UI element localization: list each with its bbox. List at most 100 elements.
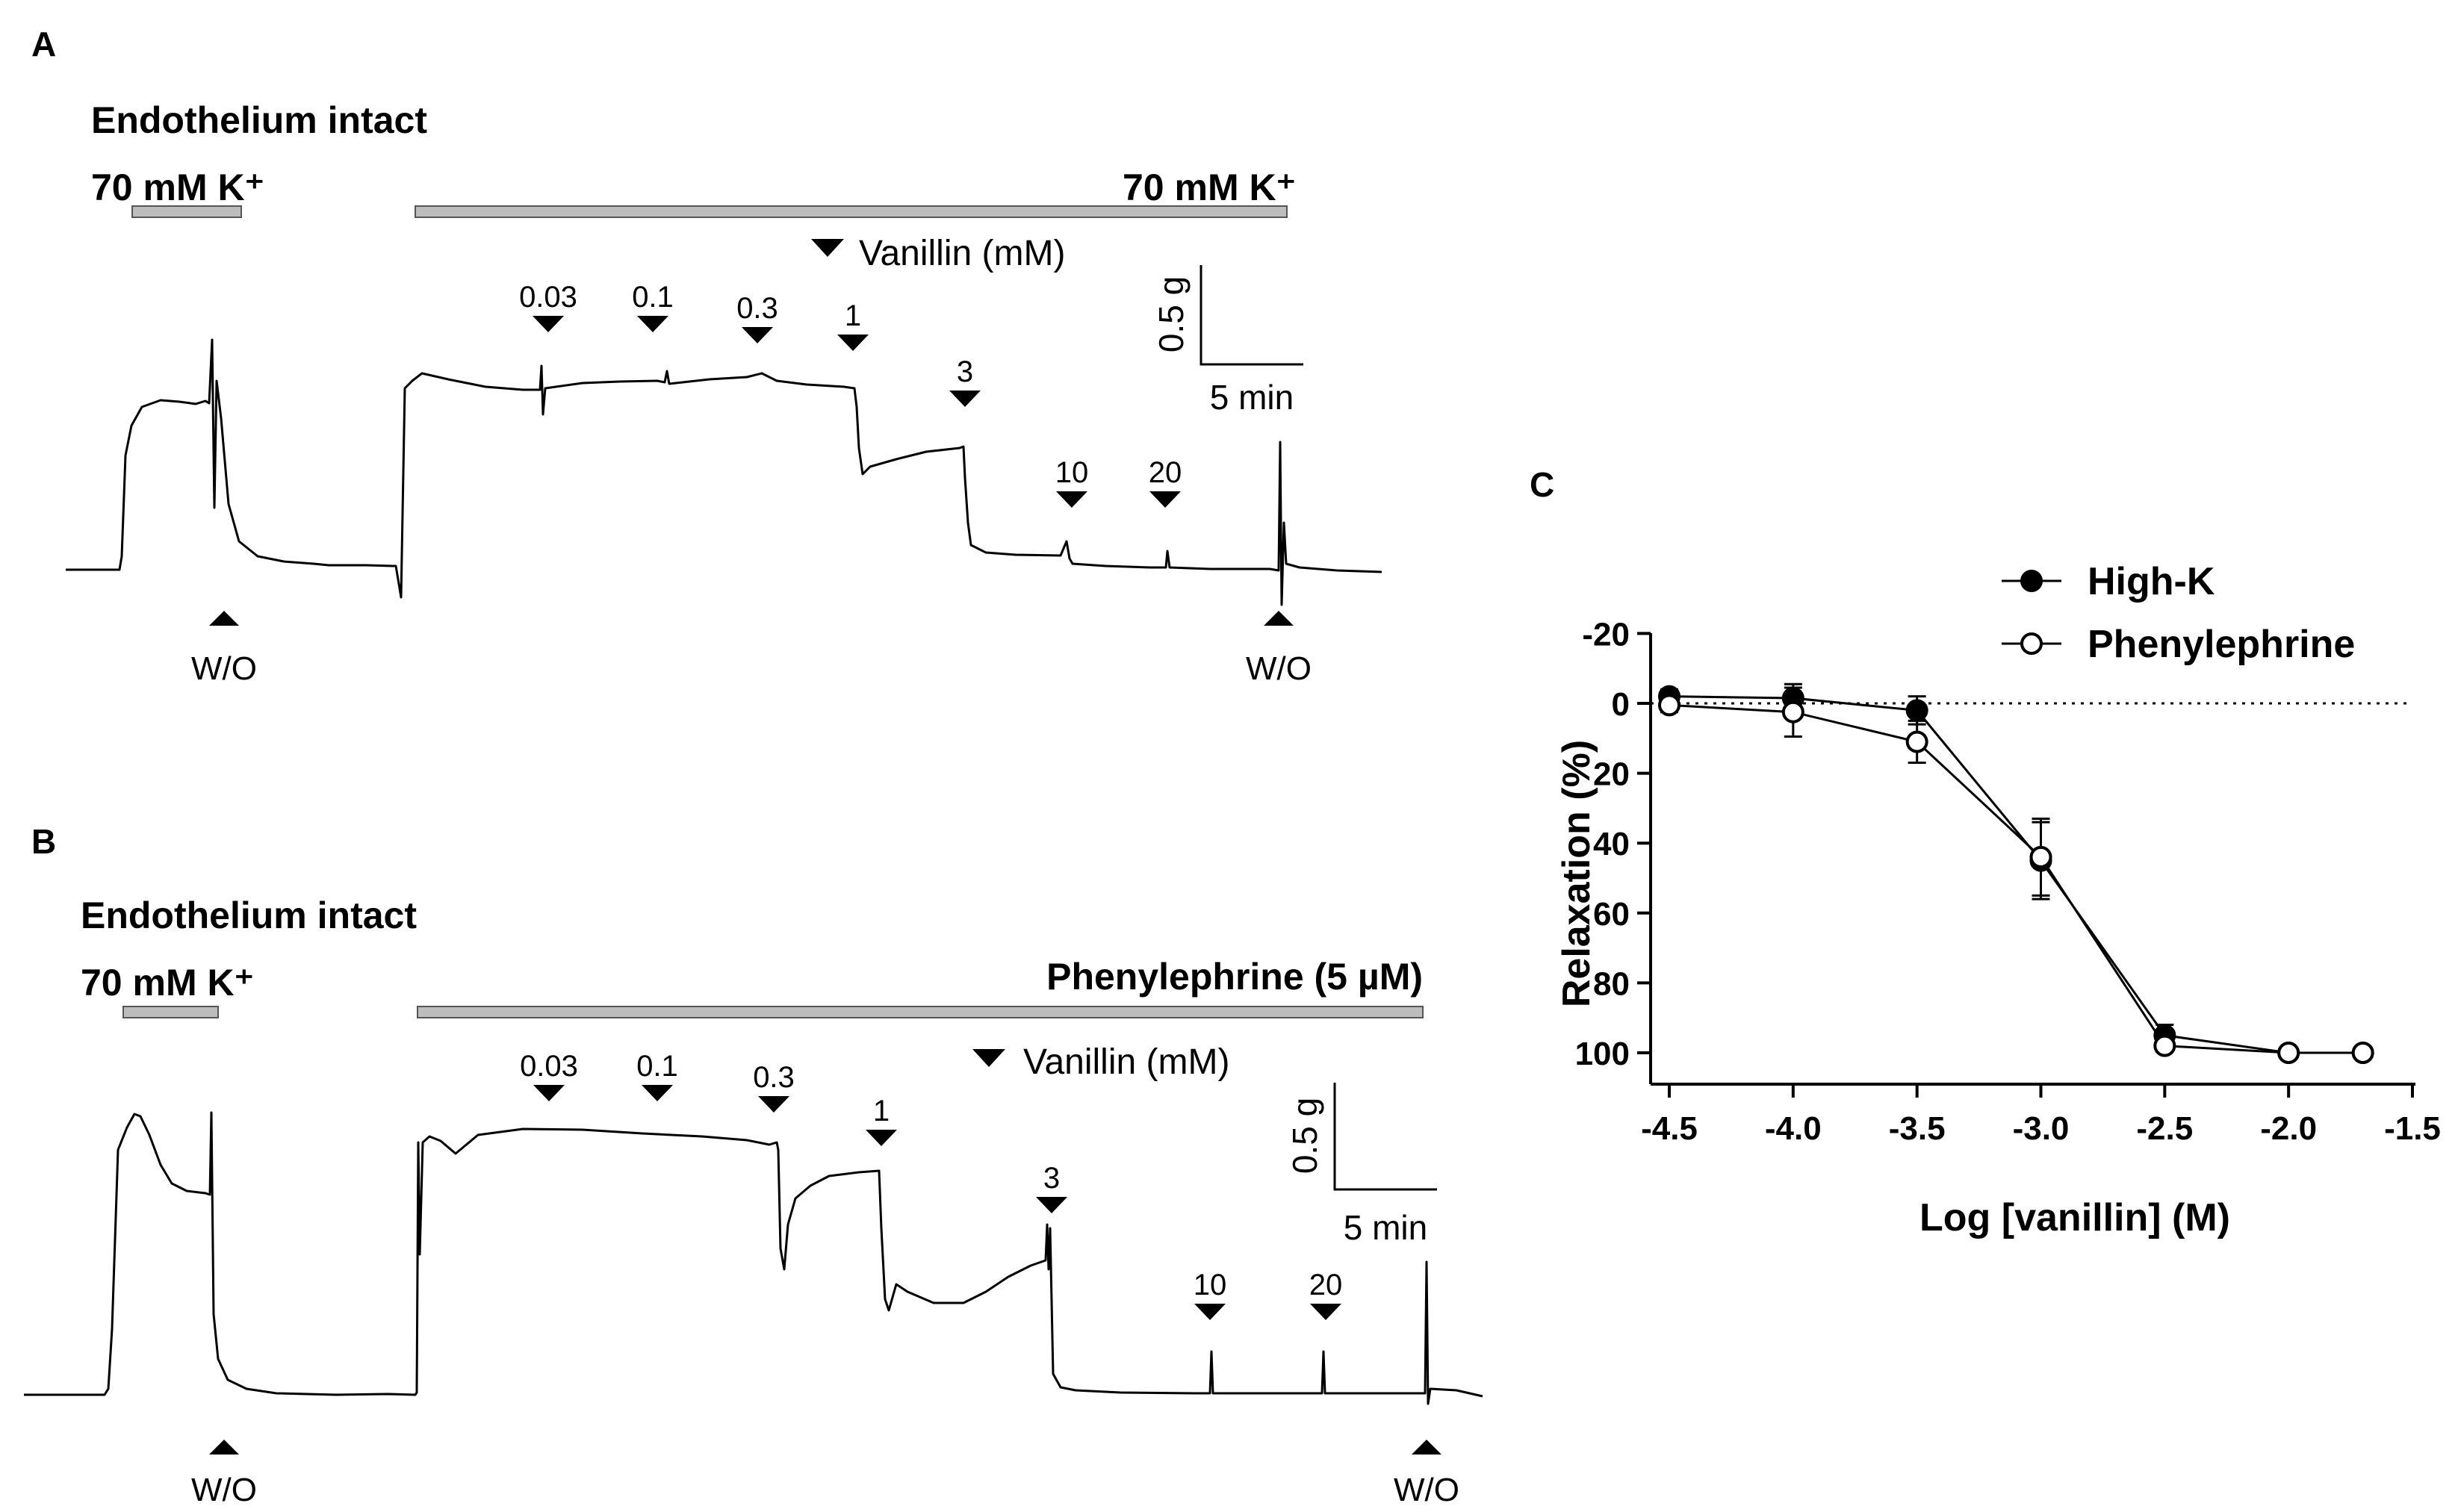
- panel-c-series-2-point-4: [2029, 845, 2052, 868]
- panel-c-series-2-point-6: [2277, 1042, 2300, 1064]
- panel-a-letter: A: [31, 25, 56, 63]
- panel-c-x-tick-label-3: -3.0: [2013, 1110, 2070, 1147]
- panel-c-series: [1658, 682, 2374, 1064]
- panel-a-dose-5-triangle-icon: [949, 391, 981, 407]
- panel-c-y-axis-label: Relaxation (%): [1555, 740, 1598, 1007]
- panel-b-first-stimulus: 70 mM K⁺: [81, 962, 254, 1004]
- panel-a-scale-bar: [1199, 265, 1303, 366]
- panel-b-dose-1-triangle-icon: [533, 1085, 565, 1101]
- panel-b-dose-markers: 0.03 0.1 0.3 1 3 10 20: [520, 1050, 1342, 1320]
- panel-b-dose-7-triangle-icon: [1310, 1304, 1341, 1320]
- panel-a-dose-4-triangle-icon: [837, 335, 869, 351]
- panel-c-x-tick-label-1: -4.0: [1765, 1110, 1822, 1147]
- panel-b-washout-2-triangle-icon: [1412, 1440, 1441, 1455]
- panel-b-tension-trace: [24, 1111, 1483, 1405]
- panel-c-series-2-point-7: [2351, 1042, 2374, 1064]
- panel-b-dose-6-triangle-icon: [1194, 1304, 1226, 1320]
- panel-a-washout-1-triangle-icon: [209, 611, 239, 626]
- panel-a-washout-1: W/O: [191, 650, 257, 687]
- panel-c-x-axis-label: Log [vanillin] (M): [1919, 1196, 2230, 1239]
- panel-a-washout-2: W/O: [1246, 650, 1312, 687]
- panel-a-scale-time: 5 min: [1210, 378, 1294, 417]
- panel-b-dose-7-label: 20: [1309, 1269, 1343, 1301]
- panel-b-washout-1: W/O: [191, 1472, 257, 1508]
- panel-c-legend: High-K Phenylephrine: [2002, 560, 2355, 666]
- panel-a-dose-2-label: 0.1: [632, 281, 674, 314]
- panel-b-dose-2-label: 0.1: [636, 1050, 678, 1083]
- panel-b-legend-triangle-icon: [972, 1049, 1005, 1067]
- panel-c-series-2-point-3: [1905, 730, 1928, 753]
- panel-b-letter: B: [31, 822, 56, 861]
- panel-c-chart: C -20 0 20 40 60 80 100 -4.5 -4.0 -3.5 -3.0 -2.5 -2.…: [1530, 465, 2441, 1239]
- panel-b-second-stimulus: Phenylephrine (5 µM): [1046, 956, 1423, 998]
- panel-b-first-stimulus-bar: [122, 1006, 219, 1018]
- panel-a-second-stimulus-bar: [415, 205, 1288, 218]
- panel-c-legend-2-label: Phenylephrine: [2088, 623, 2355, 666]
- panel-c-y-tick-label-4: 60: [1593, 896, 1630, 933]
- panel-a-washout-2-triangle-icon: [1264, 611, 1294, 626]
- panel-a-dose-2-triangle-icon: [637, 316, 668, 332]
- panel-a-dose-markers: 0.03 0.1 0.3 1 3 10 20: [519, 281, 1182, 508]
- panel-c-y-tick-label-6: 100: [1575, 1036, 1630, 1072]
- panel-c-x-tick-label-2: -3.5: [1889, 1110, 1946, 1147]
- panel-a-dose-4-label: 1: [845, 299, 861, 332]
- panel-b-scale-bar: [1333, 1083, 1437, 1191]
- panel-a-dose-5-label: 3: [957, 355, 973, 388]
- panel-b-second-stimulus-bar: [417, 1006, 1424, 1018]
- panel-b-scale-time: 5 min: [1344, 1208, 1427, 1247]
- panel-a-legend-triangle-icon: [811, 239, 844, 257]
- panel-c-series-2-point-1: [1658, 694, 1680, 717]
- panel-a-dose-1-label: 0.03: [519, 281, 577, 314]
- panel-b-dose-3-label: 0.3: [753, 1061, 795, 1094]
- panel-b-drug-legend: Vanillin (mM): [1023, 1042, 1229, 1082]
- panel-b: B Endothelium intact 70 mM K⁺ Phenylephr…: [24, 822, 1483, 1508]
- panel-c-y-tick-label-3: 40: [1593, 826, 1630, 862]
- panel-b-scale-force: 0.5 g: [1285, 1098, 1324, 1174]
- panel-b-dose-1-label: 0.03: [520, 1050, 578, 1083]
- panel-c-x-tick-label-0: -4.5: [1641, 1110, 1698, 1147]
- panel-c-series-2-line: [1669, 703, 2363, 1054]
- panel-c-axes: -20 0 20 40 60 80 100 -4.5 -4.0 -3.5 -3.0 -2.5 -2.0 -…: [1575, 616, 2441, 1147]
- panel-c-x-tick-label-6: -1.5: [2384, 1110, 2441, 1147]
- panel-c-y-tick-label-5: 80: [1593, 965, 1630, 1002]
- panel-a-dose-7-label: 20: [1149, 456, 1182, 489]
- panel-c-x-tick-label-4: -2.5: [2136, 1110, 2193, 1147]
- panel-b-dose-5-triangle-icon: [1036, 1197, 1067, 1213]
- panel-b-dose-2-triangle-icon: [642, 1085, 673, 1101]
- panel-a-second-stimulus: 70 mM K⁺: [1123, 167, 1296, 208]
- panel-c-series-1-point-3: [1905, 699, 1928, 722]
- panel-c-series-1-line: [1669, 695, 2363, 1054]
- panel-c-y-tick-label-2: 20: [1593, 756, 1630, 793]
- panel-b-dose-4-triangle-icon: [866, 1130, 897, 1146]
- panel-a-dose-7-triangle-icon: [1149, 491, 1181, 508]
- panel-a-dose-3-label: 0.3: [736, 292, 778, 325]
- panel-c-legend-2-marker: [2020, 632, 2043, 655]
- panel-c-y-tick-label-0: -20: [1582, 616, 1630, 653]
- panel-c-legend-1-label: High-K: [2088, 560, 2215, 603]
- panel-a-dose-6-label: 10: [1055, 456, 1089, 489]
- panel-b-washout-1-triangle-icon: [209, 1440, 239, 1455]
- panel-a: A Endothelium intact 70 mM K⁺ 70 mM K⁺ V…: [31, 25, 1382, 687]
- panel-c-series-2-point-5: [2153, 1034, 2176, 1057]
- panel-c-y-tick-label-1: 0: [1612, 686, 1630, 723]
- panel-a-dose-3-triangle-icon: [742, 327, 773, 343]
- panel-a-drug-legend: Vanillin (mM): [859, 234, 1065, 273]
- panel-a-first-stimulus: 70 mM K⁺: [91, 167, 264, 208]
- panel-a-dose-1-triangle-icon: [533, 316, 564, 332]
- panel-b-dose-6-label: 10: [1194, 1269, 1227, 1301]
- panel-c-letter: C: [1530, 465, 1554, 504]
- panel-a-tension-trace: [66, 338, 1382, 606]
- panel-c-series-2-point-2: [1781, 700, 1804, 724]
- panel-b-dose-3-triangle-icon: [758, 1096, 789, 1113]
- panel-a-title: Endothelium intact: [91, 99, 427, 141]
- panel-a-scale-force: 0.5 g: [1152, 276, 1191, 352]
- panel-a-first-stimulus-bar: [131, 205, 242, 218]
- panel-c-legend-1-marker: [2020, 570, 2043, 592]
- panel-c-x-tick-label-5: -2.0: [2260, 1110, 2317, 1147]
- panel-b-dose-5-label: 3: [1043, 1162, 1060, 1195]
- panel-b-dose-4-label: 1: [873, 1095, 890, 1127]
- panel-b-washout-2: W/O: [1394, 1472, 1459, 1508]
- panel-b-title: Endothelium intact: [81, 895, 417, 936]
- panel-a-dose-6-triangle-icon: [1056, 491, 1087, 508]
